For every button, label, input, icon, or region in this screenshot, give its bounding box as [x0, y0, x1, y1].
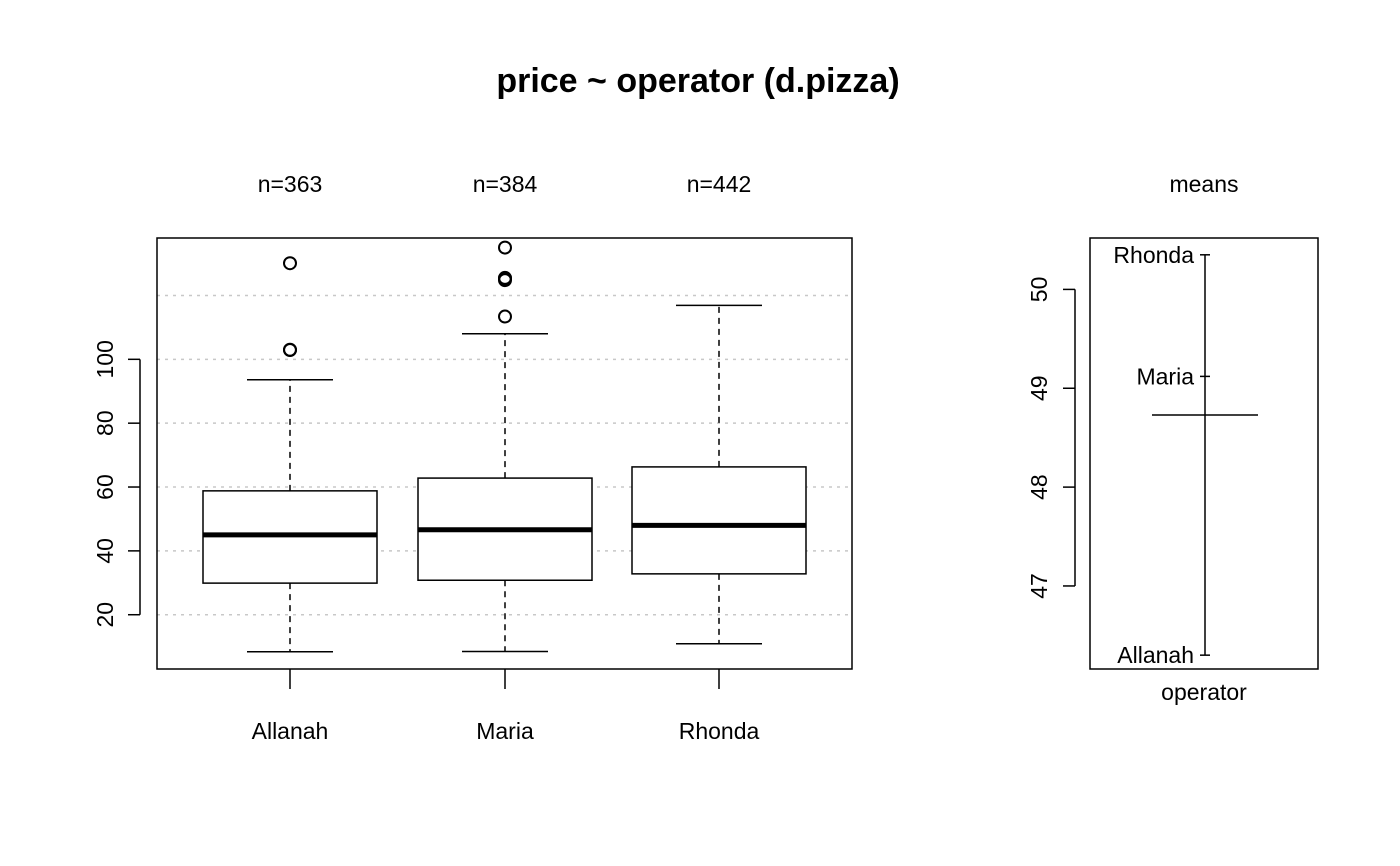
means-title: means	[1169, 171, 1238, 197]
boxplot-y-axis: 20 40 60 80 100	[92, 340, 141, 628]
x-tick-label: Allanah	[252, 718, 329, 744]
chart-title: price ~ operator (d.pizza)	[496, 62, 899, 100]
means-y-tick-label: 50	[1026, 277, 1052, 303]
means-x-axis-label: operator	[1161, 679, 1247, 705]
outlier-point	[498, 270, 512, 285]
group-count-label: n=442	[687, 171, 752, 197]
means-y-tick-label: 48	[1026, 474, 1052, 500]
boxplot-x-axis: Allanah Maria Rhonda	[252, 669, 760, 744]
y-tick-label: 20	[92, 602, 118, 628]
boxplot-panel: 20 40 60 80 100 Allanah Maria Rhonda n=363 n=38…	[92, 171, 853, 744]
x-tick-label: Maria	[476, 718, 534, 744]
y-tick-label: 80	[92, 410, 118, 436]
outlier-point	[283, 342, 297, 357]
outlier-point	[498, 240, 512, 255]
box-iqr	[631, 466, 807, 575]
means-plot-frame	[1089, 237, 1319, 670]
y-tick-label: 100	[92, 340, 118, 378]
y-tick-label: 40	[92, 538, 118, 564]
group-count-label: n=363	[258, 171, 323, 197]
means-y-axis: 47 48 49 50	[1026, 277, 1076, 599]
means-y-tick-label: 49	[1026, 375, 1052, 401]
means-panel: means 47 48 49 50 Allanah Maria Rhonda operat…	[1026, 171, 1319, 705]
y-tick-label: 60	[92, 474, 118, 500]
mean-label: Maria	[1136, 363, 1194, 389]
means-y-tick-label: 47	[1026, 573, 1052, 599]
means-marks: Allanah Maria Rhonda	[1113, 242, 1258, 668]
group-count-label: n=384	[473, 171, 538, 197]
mean-label: Allanah	[1117, 642, 1194, 668]
mean-label: Rhonda	[1113, 242, 1194, 268]
boxplot-group-counts: n=363 n=384 n=442	[258, 171, 752, 197]
boxplot-boxes	[202, 240, 807, 653]
outlier-point	[283, 256, 297, 271]
outlier-point	[498, 309, 512, 324]
x-tick-label: Rhonda	[679, 718, 760, 744]
